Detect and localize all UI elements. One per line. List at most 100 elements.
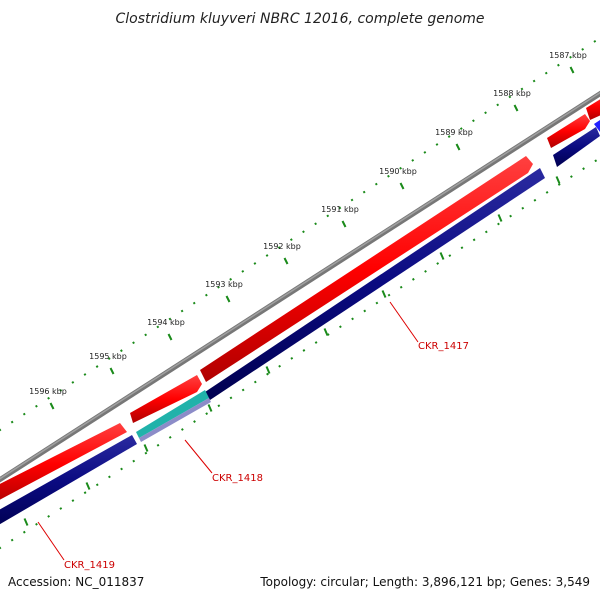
minor-tick-inner [253,380,257,384]
tick-label: 1593 kbp [205,280,243,289]
minor-tick-inner [363,309,367,313]
minor-tick-inner [497,222,500,226]
major-tick [49,402,55,410]
minor-tick-inner [399,285,403,289]
minor-tick-inner [557,183,561,186]
minor-tick-inner [570,175,573,178]
minor-tick-outer [192,301,196,305]
gene-rna-1[interactable] [136,390,209,438]
major-tick-inner [85,482,91,490]
minor-tick-inner [217,404,221,408]
minor-tick-outer [241,270,245,273]
minor-tick-inner [205,412,209,416]
minor-tick-inner [472,238,476,242]
major-tick-inner [265,366,271,374]
tick-label: 1587 kbp [549,51,587,60]
callout-line-1419 [37,521,65,561]
minor-tick-outer [168,317,172,321]
minor-tick-inner [0,546,2,550]
minor-tick-outer [435,143,439,146]
major-tick [225,295,231,303]
gene-forward-2[interactable] [130,375,202,423]
minor-tick-inner [582,167,585,171]
minor-tick-outer [277,246,281,249]
minor-tick-inner [95,483,99,487]
major-tick-inner [381,290,387,298]
major-tick-inner [143,444,149,452]
minor-tick-outer [47,396,50,400]
major-tick-inner [497,214,503,222]
major-tick-inner [207,404,213,412]
minor-tick-inner [83,491,87,495]
gene-forward-1[interactable] [0,423,127,505]
major-tick [167,333,173,341]
minor-tick-outer [484,111,487,115]
minor-tick-outer [557,63,560,67]
minor-tick-outer [302,230,305,234]
minor-tick-outer [326,214,330,218]
minor-tick-inner [168,435,172,439]
accession-label: Accession: NC_011837 [8,575,145,589]
minor-tick-inner [108,475,111,479]
minor-tick-inner [132,459,136,463]
gene-forward-3[interactable] [200,156,533,382]
tick-label: 1592 kbp [263,242,301,251]
minor-tick-inner [241,388,245,392]
tick-label: 1591 kbp [321,205,359,214]
major-tick [283,257,289,265]
minor-tick-outer [265,254,269,257]
gene-rna-1-shadow [139,398,211,442]
minor-tick-outer [35,404,38,408]
gene-reverse-2[interactable] [205,168,545,400]
minor-tick-outer [520,87,524,91]
major-tick-inner [439,252,445,260]
major-tick [399,182,405,190]
minor-tick-inner [71,499,75,502]
minor-tick-inner [351,317,354,321]
tick-ring-inner [0,159,598,550]
minor-tick-outer [447,135,451,138]
minor-tick-outer [83,373,87,376]
minor-tick-inner [59,507,63,510]
minor-tick-inner [339,325,342,329]
minor-tick-outer [569,55,572,59]
minor-tick-inner [156,443,160,447]
gene-reverse-1[interactable] [0,435,137,530]
minor-tick-inner [387,293,391,297]
minor-tick-outer [544,71,548,75]
tick-marks [49,66,575,410]
minor-tick-outer [581,47,585,51]
major-tick [341,220,347,228]
minor-tick-outer [532,79,536,83]
major-tick-inner [323,328,329,336]
minor-tick-inner [521,206,525,210]
minor-tick-outer [95,365,99,368]
tick-label: 1594 kbp [147,318,185,327]
minor-tick-outer [496,103,500,107]
gene-small-marker [594,120,600,132]
minor-tick-outer [156,325,160,329]
major-tick [455,143,461,151]
tick-label: 1589 kbp [435,128,473,137]
gene-forward-4[interactable] [547,114,590,148]
gene-reverse-3[interactable] [553,127,600,167]
minor-tick-inner [594,159,598,163]
minor-tick-outer [22,412,26,416]
gene-forward-5[interactable] [586,92,600,120]
minor-tick-outer [374,182,378,186]
minor-tick-inner [290,356,294,360]
gene-callouts: CKR_1417 CKR_1418 CKR_1419 [37,301,469,571]
minor-tick-outer [0,428,2,432]
minor-tick-inner [484,230,488,234]
minor-tick-inner [10,538,14,542]
gene-label-1418[interactable]: CKR_1418 [212,473,263,484]
topology-label: Topology: circular; Length: 3,896,121 bp… [260,575,590,589]
minor-tick-outer [472,119,475,123]
gene-label-1417[interactable]: CKR_1417 [418,341,469,352]
tick-label: 1595 kbp [89,352,127,361]
minor-tick-outer [180,309,184,313]
gene-label-1419[interactable]: CKR_1419 [64,560,115,571]
minor-tick-outer [459,127,463,131]
minor-tick-outer [107,357,111,361]
minor-tick-outer [350,198,354,202]
